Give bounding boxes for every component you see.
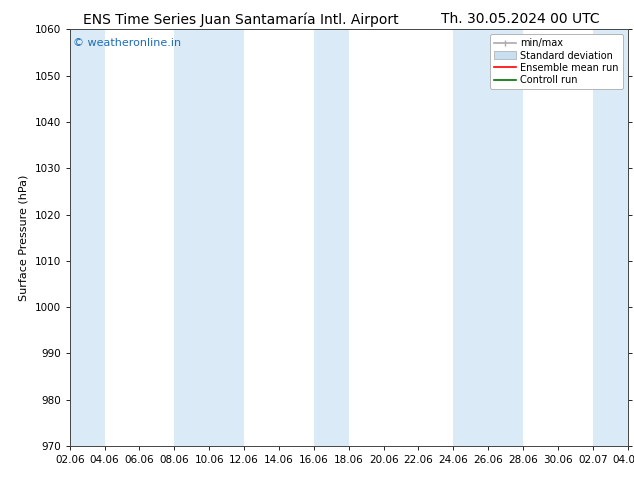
Legend: min/max, Standard deviation, Ensemble mean run, Controll run: min/max, Standard deviation, Ensemble me… [490,34,623,89]
Bar [70,29,105,446]
Text: © weatheronline.in: © weatheronline.in [72,38,181,48]
Bar [314,29,349,446]
Text: ENS Time Series Juan Santamaría Intl. Airport: ENS Time Series Juan Santamaría Intl. Ai… [83,12,399,27]
Y-axis label: Surface Pressure (hPa): Surface Pressure (hPa) [19,174,29,301]
Bar [453,29,523,446]
Bar [174,29,244,446]
Bar [593,29,628,446]
Text: Th. 30.05.2024 00 UTC: Th. 30.05.2024 00 UTC [441,12,599,26]
